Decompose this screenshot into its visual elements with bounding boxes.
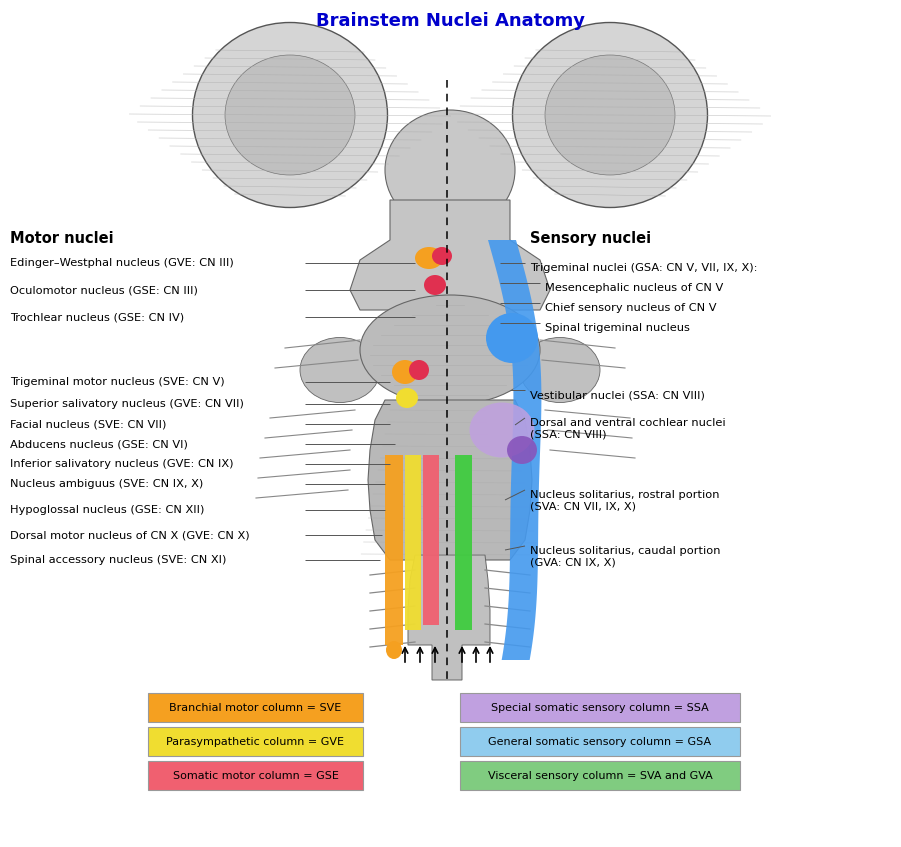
Ellipse shape xyxy=(513,23,707,208)
Text: Facial nucleus (SVE: CN VII): Facial nucleus (SVE: CN VII) xyxy=(10,419,167,429)
Ellipse shape xyxy=(396,388,418,408)
FancyBboxPatch shape xyxy=(460,693,740,722)
Ellipse shape xyxy=(193,23,387,208)
Ellipse shape xyxy=(469,402,534,457)
Text: Motor nuclei: Motor nuclei xyxy=(10,230,114,246)
Ellipse shape xyxy=(507,436,537,464)
Text: Abducens nucleus (GSE: CN VI): Abducens nucleus (GSE: CN VI) xyxy=(10,439,188,449)
Text: Dorsal motor nucleus of CN X (GVE: CN X): Dorsal motor nucleus of CN X (GVE: CN X) xyxy=(10,530,250,540)
Text: Mesencephalic nucleus of CN V: Mesencephalic nucleus of CN V xyxy=(545,283,724,293)
Bar xyxy=(455,455,472,630)
Text: Parasympathetic column = GVE: Parasympathetic column = GVE xyxy=(167,737,344,746)
Text: Special somatic sensory column = SSA: Special somatic sensory column = SSA xyxy=(491,702,709,712)
Text: Trigeminal motor nucleus (SVE: CN V): Trigeminal motor nucleus (SVE: CN V) xyxy=(10,377,224,387)
Text: Chief sensory nucleus of CN V: Chief sensory nucleus of CN V xyxy=(545,303,716,313)
Text: Nucleus solitarius, caudal portion
(GVA: CN IX, X): Nucleus solitarius, caudal portion (GVA:… xyxy=(530,546,721,567)
Ellipse shape xyxy=(386,641,402,659)
Ellipse shape xyxy=(385,110,515,230)
Ellipse shape xyxy=(432,247,452,265)
Text: Edinger–Westphal nucleus (GVE: CN III): Edinger–Westphal nucleus (GVE: CN III) xyxy=(10,258,233,268)
Ellipse shape xyxy=(486,313,538,363)
Polygon shape xyxy=(368,400,532,560)
Ellipse shape xyxy=(300,337,380,402)
Ellipse shape xyxy=(360,295,540,405)
Ellipse shape xyxy=(545,55,675,175)
Text: Spinal trigeminal nucleus: Spinal trigeminal nucleus xyxy=(545,323,690,333)
Text: General somatic sensory column = GSA: General somatic sensory column = GSA xyxy=(488,737,712,746)
Ellipse shape xyxy=(409,360,429,380)
Polygon shape xyxy=(350,200,550,310)
Bar xyxy=(423,455,439,625)
Text: Nucleus solitarius, rostral portion
(SVA: CN VII, IX, X): Nucleus solitarius, rostral portion (SVA… xyxy=(530,490,720,512)
Ellipse shape xyxy=(415,247,443,269)
FancyBboxPatch shape xyxy=(460,761,740,790)
Text: Sensory nuclei: Sensory nuclei xyxy=(530,230,651,246)
Ellipse shape xyxy=(225,55,355,175)
Text: Superior salivatory nucleus (GVE: CN VII): Superior salivatory nucleus (GVE: CN VII… xyxy=(10,399,244,409)
FancyBboxPatch shape xyxy=(148,693,363,722)
FancyBboxPatch shape xyxy=(148,727,363,756)
Ellipse shape xyxy=(424,275,446,295)
Bar xyxy=(405,455,421,630)
Text: Inferior salivatory nucleus (GVE: CN IX): Inferior salivatory nucleus (GVE: CN IX) xyxy=(10,459,233,469)
Text: Oculomotor nucleus (GSE: CN III): Oculomotor nucleus (GSE: CN III) xyxy=(10,285,198,295)
FancyBboxPatch shape xyxy=(460,727,740,756)
Text: Trigeminal nuclei (GSA: CN V, VII, IX, X):: Trigeminal nuclei (GSA: CN V, VII, IX, X… xyxy=(530,263,758,273)
Text: Hypoglossal nucleus (GSE: CN XII): Hypoglossal nucleus (GSE: CN XII) xyxy=(10,505,205,515)
Polygon shape xyxy=(408,555,490,680)
Text: Nucleus ambiguus (SVE: CN IX, X): Nucleus ambiguus (SVE: CN IX, X) xyxy=(10,479,204,489)
FancyBboxPatch shape xyxy=(148,761,363,790)
Bar xyxy=(385,455,403,645)
Text: Spinal accessory nucleus (SVE: CN XI): Spinal accessory nucleus (SVE: CN XI) xyxy=(10,555,226,565)
Text: Dorsal and ventral cochlear nuclei
(SSA: CN VIII): Dorsal and ventral cochlear nuclei (SSA:… xyxy=(530,418,725,440)
Text: Vestibular nuclei (SSA: CN VIII): Vestibular nuclei (SSA: CN VIII) xyxy=(530,390,705,400)
Text: Brainstem Nuclei Anatomy: Brainstem Nuclei Anatomy xyxy=(316,12,585,30)
Text: Visceral sensory column = SVA and GVA: Visceral sensory column = SVA and GVA xyxy=(487,771,713,780)
Text: Somatic motor column = GSE: Somatic motor column = GSE xyxy=(173,771,339,780)
Text: Trochlear nucleus (GSE: CN IV): Trochlear nucleus (GSE: CN IV) xyxy=(10,312,184,322)
Ellipse shape xyxy=(520,337,600,402)
Ellipse shape xyxy=(392,360,418,384)
Text: Branchial motor column = SVE: Branchial motor column = SVE xyxy=(169,702,341,712)
